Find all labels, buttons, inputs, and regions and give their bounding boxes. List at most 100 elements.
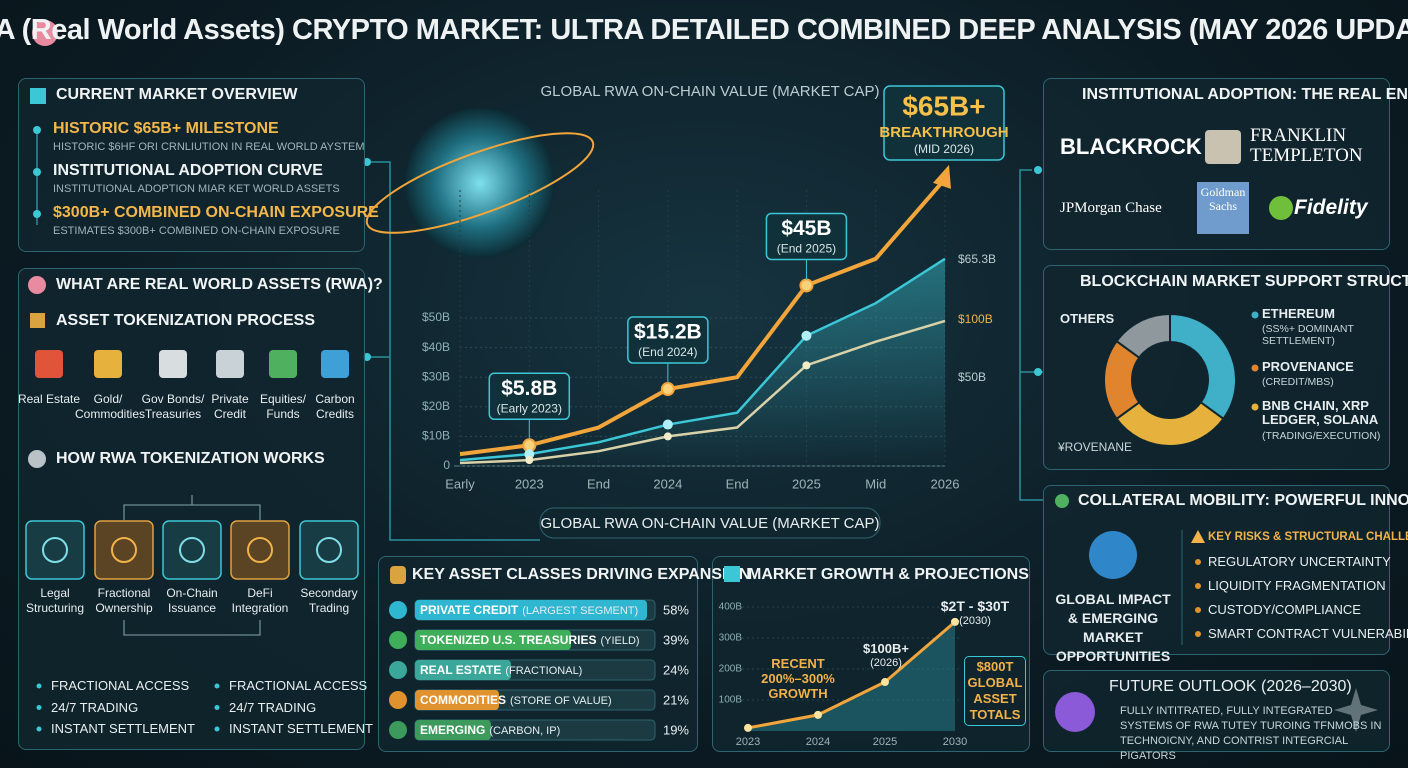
slice (1115, 400, 1225, 447)
step-box (230, 520, 290, 580)
growth-chart: MARKET GROWTH & PROJECTIONS 100B 200B 300B 4… (719, 566, 1029, 748)
risks-heading: KEY RISKS & STRUCTURAL CHALLENGES (1208, 531, 1408, 543)
point (951, 617, 959, 626)
legend-dot (1251, 364, 1259, 372)
legend-label: BNB CHAIN, XRP LEDGER, SOLANA (1262, 398, 1379, 427)
risk: LIQUIDITY FRAGMENTATION (1208, 578, 1386, 593)
icon (389, 631, 407, 649)
step-label: DeFi Integration (231, 586, 289, 615)
slice (1115, 312, 1171, 360)
annotation: $100B+ (863, 641, 909, 656)
step-icon (247, 537, 273, 563)
benefit: FRACTIONAL ACCESS (51, 678, 190, 693)
line (459, 319, 946, 465)
y-tick-label: $30B (422, 369, 450, 383)
line (459, 257, 946, 462)
flow (123, 495, 261, 636)
legend-note: (TRADING/EXECUTION) (1262, 430, 1381, 442)
logo-portrait (1205, 130, 1241, 164)
bullet (33, 168, 41, 176)
asset-label: Private Credit (211, 392, 249, 421)
asset-label: Carbon Credits (315, 392, 355, 421)
point (662, 419, 673, 430)
icon (390, 566, 406, 584)
rwa-panel (18, 268, 365, 750)
callout-value: $45B (781, 217, 831, 240)
y-tick-label: 300B (719, 633, 743, 644)
bullet (36, 705, 42, 710)
point (802, 361, 811, 370)
x-tick-label: End (587, 476, 610, 491)
step-box (299, 520, 359, 580)
x-tick-label: End (726, 476, 749, 491)
asset-chart: KEY ASSET CLASSES DRIVING EXPANSION PRIVA… (389, 566, 750, 741)
x-tick-label: 2025 (873, 736, 897, 748)
benefit: INSTANT SETTLEMENT (229, 721, 373, 736)
section-heading: HOW RWA TOKENIZATION WORKS (56, 450, 325, 467)
icon (724, 566, 740, 582)
step-box (25, 520, 85, 580)
benefit: INSTANT SETTLEMENT (51, 721, 195, 736)
x-tick-label: Mid (865, 476, 886, 491)
x-tick-label: 2026 (931, 476, 960, 491)
panel-heading: CURRENT MARKET OVERVIEW (56, 86, 298, 103)
legend-note: (CREDIT/MBS) (1262, 376, 1334, 388)
main-chart: 0 $10B $20B $30B $40B $50B Early 2023 End 2024 End… (365, 83, 1009, 539)
icon (1055, 494, 1069, 508)
logo: Fidelity (1294, 196, 1368, 219)
donut-chart (1103, 312, 1237, 447)
arrow-head (933, 164, 951, 189)
category: REAL ESTATE (420, 663, 501, 677)
peak-value: $65B+ (902, 90, 985, 121)
bullet (33, 126, 41, 134)
annotation: $800T GLOBAL ASSET TOTALS (964, 656, 1026, 726)
callout-note: (Early 2023) (497, 401, 562, 415)
category: PRIVATE CREDIT (420, 603, 519, 617)
bar (415, 630, 571, 650)
bullet (1195, 631, 1201, 637)
step-icon (42, 537, 68, 563)
bullet (33, 210, 41, 218)
logo: BLACKROCK (1060, 134, 1202, 159)
bar (415, 720, 491, 740)
y-tick-label: $20B (422, 399, 450, 413)
bar (415, 690, 499, 710)
panel-heading: KEY ASSET CLASSES DRIVING EXPANSION (412, 566, 750, 583)
asset-icon (216, 350, 244, 378)
callout-value: $15.2B (634, 321, 702, 344)
asset-panel (378, 556, 698, 752)
value-label: 58% (663, 602, 689, 617)
item-title: HISTORIC $65B+ MILESTONE (53, 120, 279, 137)
category: EMERGING (420, 723, 485, 737)
impact: GLOBAL IMPACT & EMERGING MARKET OPPORTUN… (1055, 591, 1171, 664)
bullet (1195, 583, 1201, 589)
logo: FRANKLIN TEMPLETON (1250, 125, 1363, 166)
line (747, 620, 956, 730)
note: (CARBON, IP) (489, 725, 560, 737)
category: COMMODITIES (420, 693, 506, 707)
bullet (1195, 607, 1201, 613)
bullet (36, 726, 42, 732)
x-tick-label: 2023 (736, 736, 760, 748)
y-tick-label: 200B (719, 664, 743, 675)
bar-label: EMERGING (CARBON, IP) (420, 723, 560, 737)
risk: SMART CONTRACT VULNERABILITIES (1208, 626, 1408, 641)
item-sub: INSTITUTIONAL ADOPTION MIAR KET WORLD AS… (53, 183, 340, 195)
asset-icon (35, 350, 63, 378)
category: TOKENIZED U.S. TREASURIES (420, 633, 596, 647)
bar-label: COMMODITIES (STORE OF VALUE) (420, 693, 612, 707)
asset-label: Gold/ Commodities (75, 392, 146, 421)
icon (28, 450, 46, 468)
x-tick-label: 2024 (653, 476, 682, 491)
step-label: Fractional Ownership (95, 586, 153, 615)
step-label: On-Chain Issuance (166, 586, 218, 615)
icon (389, 661, 407, 679)
legend-note: (SS%+ DOMINANT SETTLEMENT) (1262, 323, 1354, 347)
area (748, 621, 955, 731)
callout-note: (End 2024) (638, 345, 697, 359)
benefit: 24/7 TRADING (51, 699, 139, 715)
benefit: 24/7 TRADING (229, 699, 317, 715)
outlook-panel (1043, 670, 1390, 752)
